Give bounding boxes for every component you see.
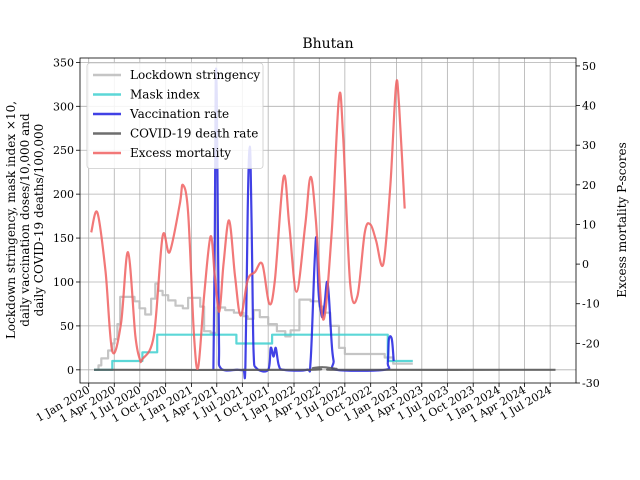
legend-label-excess-mortality: Excess mortality [130,146,231,160]
left-tick-label: 200 [53,188,74,201]
right-axis: -30 -20 -10 0 10 20 30 40 50 [576,60,600,390]
left-axis: 0 50 100 150 200 250 300 350 [53,56,80,377]
series-line-covid-19-death-rate [93,366,556,372]
right-tick-label: 40 [582,100,596,113]
left-axis-label: Lockdown stringency, mask index ×10,dail… [4,101,46,339]
legend-box [86,62,264,169]
right-tick-label: 50 [582,60,596,73]
series-line-vaccination-rate [212,67,395,380]
legend-label-vaccination-rate: Vaccination rate [129,107,229,121]
right-axis-label: Excess mortality P-scores [615,142,629,297]
chart-title: Bhutan [302,36,353,52]
left-tick-label: 350 [53,56,74,69]
left-tick-label: 300 [53,100,74,113]
left-tick-label: 100 [53,276,74,289]
plot-frame [79,57,577,384]
left-tick-label: 150 [53,232,74,245]
right-tick-label: -10 [582,298,600,311]
right-tick-label: -20 [582,337,600,350]
right-tick-label: 30 [582,139,596,152]
right-tick-label: 0 [582,258,589,271]
right-tick-label: 20 [582,179,596,192]
legend-label-covid-19-death-rate: COVID-19 death rate [130,127,258,141]
series-line-excess-mortality [90,79,406,370]
left-tick-label: 50 [60,320,74,333]
legend-label-lockdown-stringency: Lockdown stringency [130,68,260,82]
right-tick-label: 10 [582,218,596,231]
series-line-mask-index [94,333,413,371]
left-tick-label: 0 [67,364,74,377]
series-layer [90,67,556,380]
legend: Lockdown stringency Mask index Vaccination… [86,62,264,169]
legend-label-mask-index: Mask index [130,88,200,102]
right-tick-label: -30 [582,377,600,390]
left-tick-label: 250 [53,144,74,157]
